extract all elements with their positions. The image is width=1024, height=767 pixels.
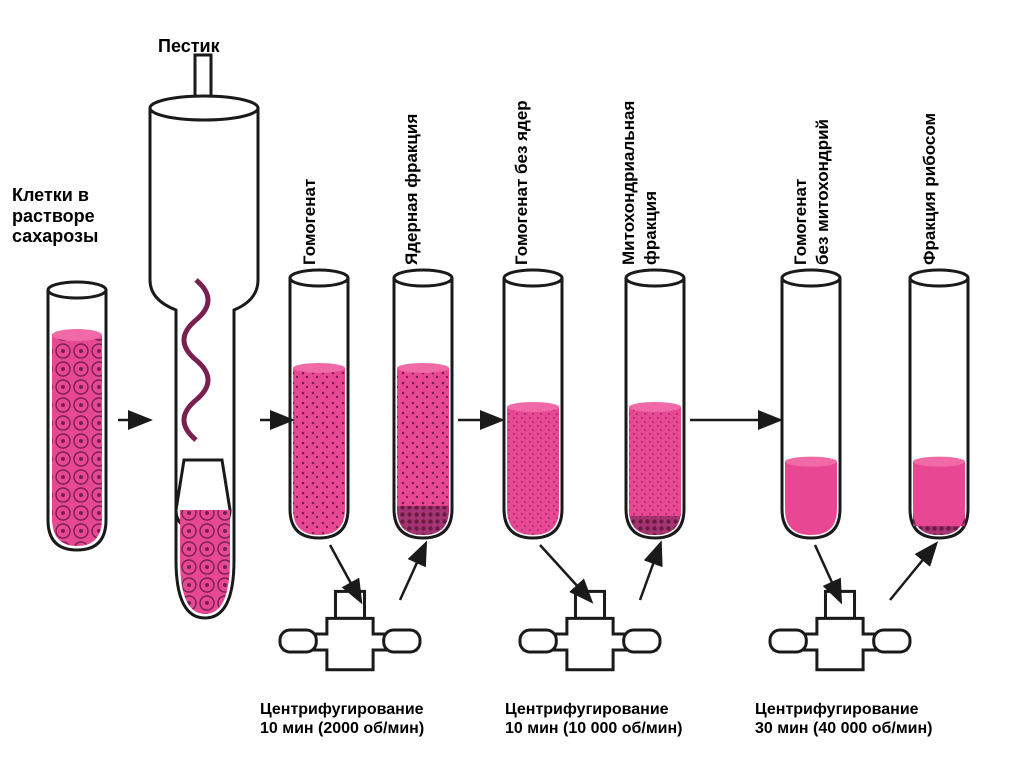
tube-cells [48, 282, 106, 550]
tube-row [290, 270, 968, 538]
homogenizer [150, 55, 258, 618]
diagram-scene [0, 0, 1024, 767]
centrifuge-icons [280, 591, 910, 669]
